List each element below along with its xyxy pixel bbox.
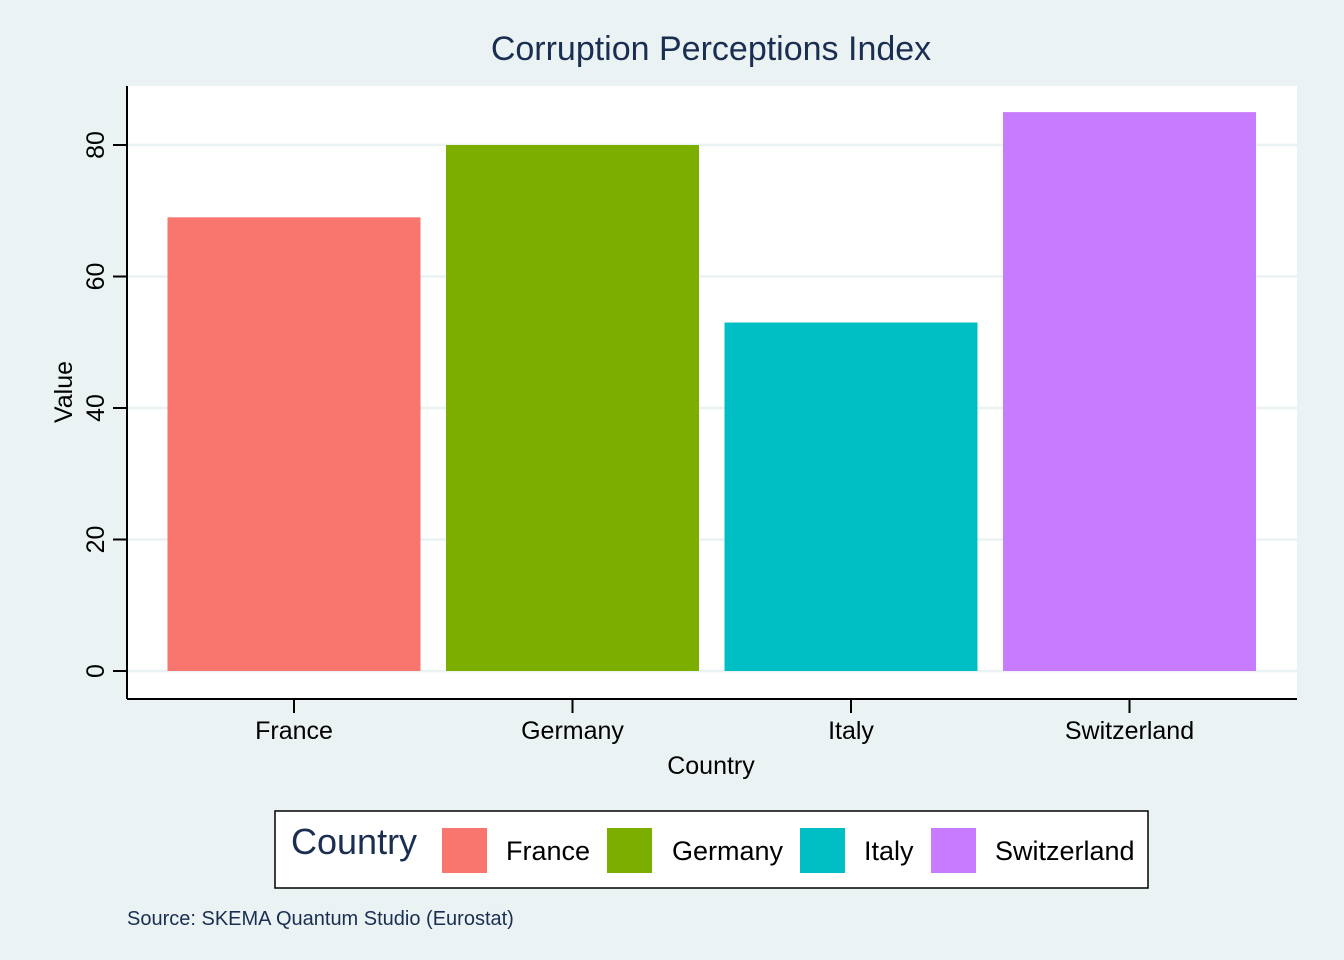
bars [167,112,1256,671]
y-tick-label: 40 [82,394,110,422]
legend-label-france: France [506,836,590,866]
bar-switzerland [1003,112,1256,671]
x-tick-label: France [255,717,333,745]
bar-italy [724,322,978,671]
legend-items: France Germany Italy Switzerland [442,828,1135,873]
y-tick-label: 20 [82,526,110,554]
x-tick-label: Switzerland [1065,717,1194,745]
legend-label-italy: Italy [864,836,914,866]
legend: Country France Germany Italy Switzerland [274,810,1149,889]
x-axis-title: Country [667,752,755,780]
y-axis-title: Value [50,361,78,423]
bar-france [167,217,421,671]
x-tick-label: Italy [828,717,874,745]
x-axis-ticks: France Germany Italy Switzerland [255,699,1194,745]
legend-label-switzerland: Switzerland [995,836,1135,866]
legend-swatch-switzerland [931,828,976,873]
x-tick-label: Germany [521,717,624,745]
y-tick-label: 80 [82,131,110,159]
legend-swatch-germany [607,828,652,873]
source-caption: Source: SKEMA Quantum Studio (Eurostat) [127,908,514,930]
legend-box [274,810,1149,889]
legend-label-germany: Germany [672,836,784,866]
legend-swatch-france [442,828,487,873]
y-tick-label: 0 [82,664,110,678]
legend-title: Country [291,821,417,862]
y-axis-ticks: 0 20 40 60 80 [82,131,127,678]
chart-title: Corruption Perceptions Index [491,30,931,68]
bar-germany [446,145,699,671]
legend-swatch-italy [800,828,845,873]
y-tick-label: 60 [82,263,110,291]
